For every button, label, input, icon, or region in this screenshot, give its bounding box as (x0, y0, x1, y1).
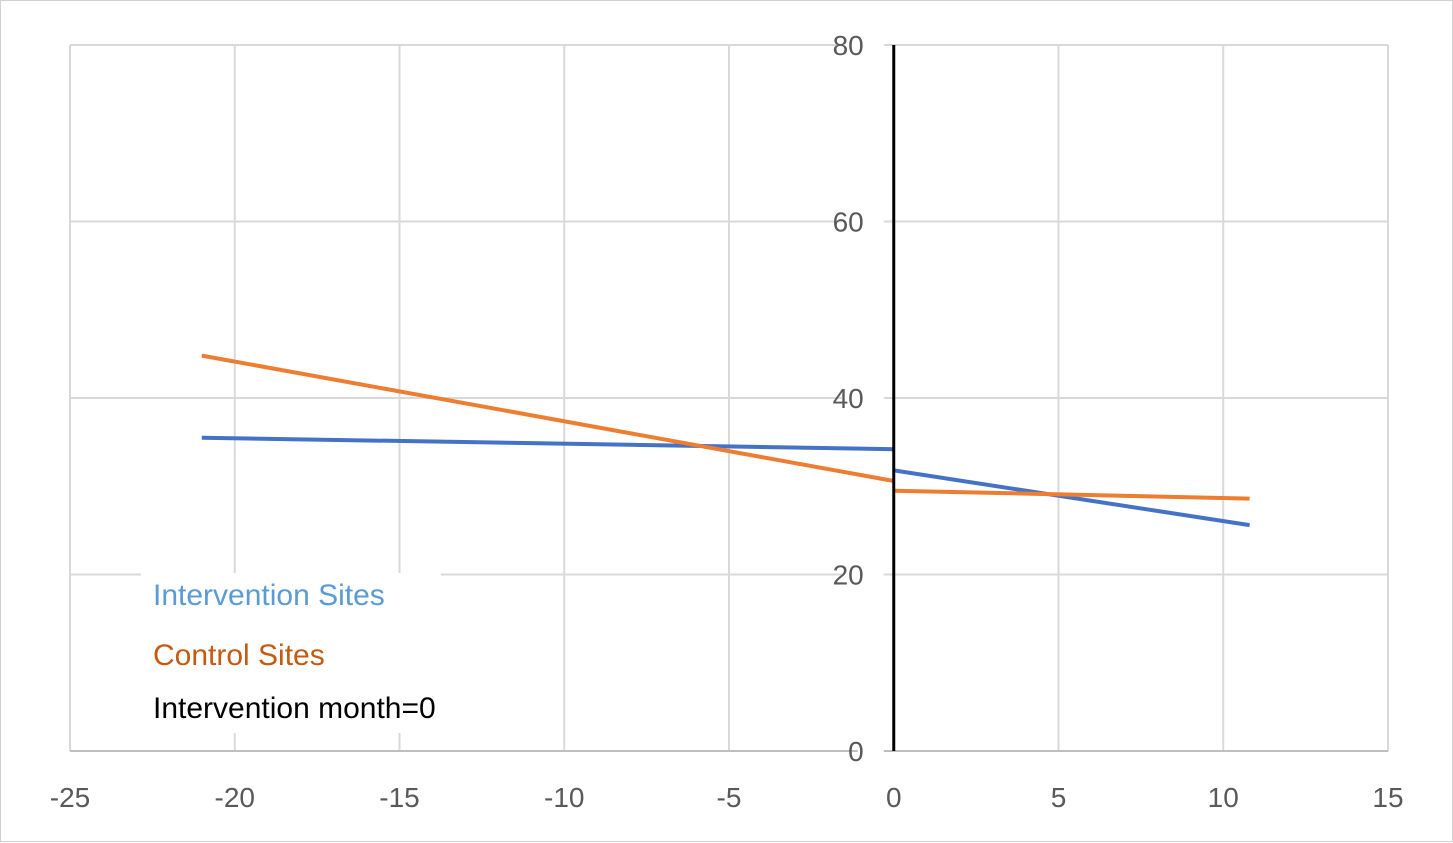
y-tick-label: 80 (833, 30, 864, 61)
series-line-intervention-segment-2 (893, 468, 1250, 528)
y-tick-label-bg (841, 380, 884, 416)
x-tick-label: -5 (717, 782, 742, 813)
series-lines (201, 353, 1250, 528)
tick-labels: -25 -20 -15 -10 -5 0 5 10 15 0 20 40 60 80 (50, 27, 1404, 813)
x-tick-label: -20 (215, 782, 255, 813)
x-tick-label: 0 (886, 782, 902, 813)
x-tick-label: 5 (1051, 782, 1067, 813)
y-tick-label-bg (857, 733, 884, 769)
legend-entry-intervention-sites: Intervention Sites (153, 579, 385, 612)
x-tick-label: 10 (1208, 782, 1239, 813)
y-tick-label: 20 (833, 560, 864, 591)
x-tick-label: 15 (1372, 782, 1403, 813)
series-line-intervention-segment-1 (201, 435, 894, 452)
legend-background (141, 573, 441, 733)
y-tick-label-bg (841, 27, 884, 63)
legend-entry-intervention-month: Intervention month=0 (153, 692, 436, 725)
y-tick-label-bg (841, 556, 884, 593)
x-tick-label: -10 (544, 782, 584, 813)
legend-entry-control-sites: Control Sites (153, 639, 325, 672)
y-tick-label: 60 (833, 207, 864, 238)
y-tick-label-bg (841, 203, 884, 240)
series-line-control-segment-2 (893, 488, 1250, 501)
series-line-control-segment-1 (201, 353, 895, 483)
legend: Intervention Sites Control Sites Intervent… (141, 573, 441, 733)
y-tick-label: 40 (833, 383, 864, 414)
y-tick-label: 0 (848, 736, 864, 767)
x-tick-label: -15 (379, 782, 419, 813)
x-tick-label: -25 (50, 782, 90, 813)
